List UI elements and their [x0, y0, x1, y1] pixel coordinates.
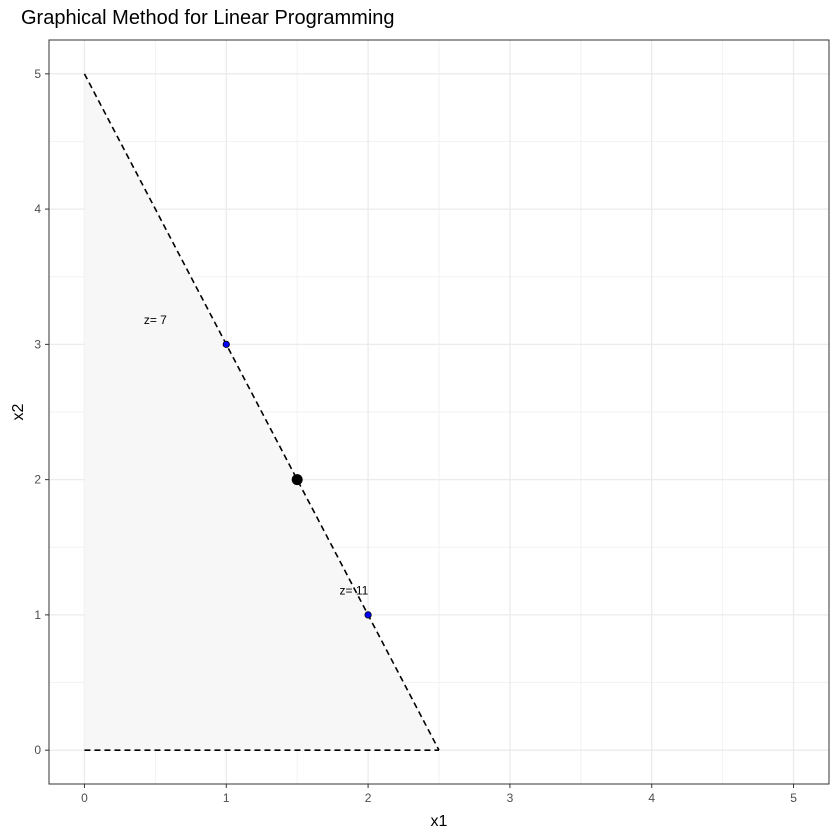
y-tick-label: 2 — [34, 473, 41, 487]
x-axis-label: x1 — [431, 813, 448, 830]
annotation-label: z= 11 — [340, 584, 369, 598]
x-axis-ticks: 0 1 2 3 4 5 — [81, 784, 797, 805]
plot-border — [48, 39, 830, 785]
x-tick-label: 1 — [223, 791, 230, 805]
chart-title: Graphical Method for Linear Programming — [21, 7, 395, 29]
vertex-point — [364, 611, 372, 619]
y-tick-label: 5 — [34, 67, 41, 81]
optimal-point — [291, 474, 303, 486]
constraint-lines — [83, 73, 440, 751]
y-axis-ticks: 0 1 2 3 4 5 — [34, 67, 49, 757]
y-tick-label: 0 — [34, 743, 41, 757]
y-tick-label: 4 — [34, 202, 41, 216]
x-tick-label: 0 — [81, 791, 88, 805]
x-tick-label: 3 — [507, 791, 514, 805]
vertex-point — [222, 340, 230, 348]
y-tick-label: 3 — [34, 337, 41, 351]
y-axis-label: x2 — [10, 403, 27, 420]
annotation-label: z= 7 — [144, 313, 167, 327]
data-points — [222, 340, 372, 619]
annotations: z= 7 z= 11 — [144, 313, 369, 598]
y-tick-label: 1 — [34, 608, 41, 622]
constraint-line-1 — [83, 73, 440, 751]
x-tick-label: 4 — [648, 791, 655, 805]
x-tick-label: 2 — [365, 791, 372, 805]
x-tick-label: 5 — [790, 791, 797, 805]
